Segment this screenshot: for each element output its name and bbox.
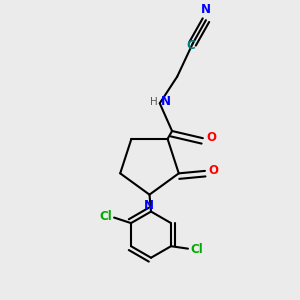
Text: C: C (187, 39, 195, 52)
Text: O: O (208, 164, 219, 177)
Text: Cl: Cl (190, 243, 203, 256)
Text: H: H (151, 97, 158, 107)
Text: N: N (201, 4, 211, 16)
Text: O: O (206, 131, 217, 144)
Text: Cl: Cl (99, 210, 112, 224)
Text: N: N (144, 199, 154, 212)
Text: N: N (161, 95, 171, 108)
